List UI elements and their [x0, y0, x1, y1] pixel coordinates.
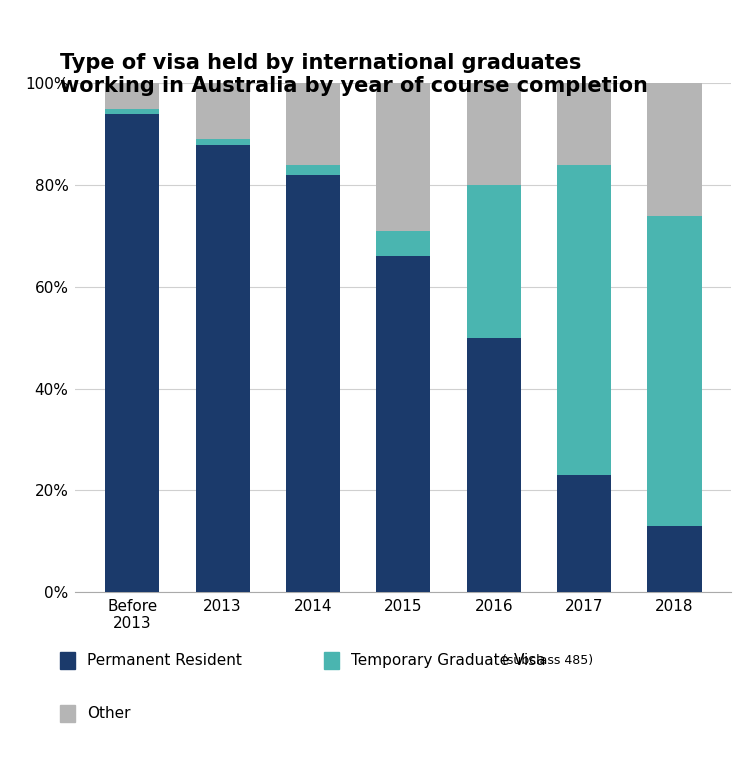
Bar: [286, 175, 340, 592]
Text: Other: Other: [87, 706, 130, 721]
Bar: [648, 83, 701, 216]
Bar: [106, 83, 159, 109]
Bar: [286, 165, 340, 175]
Text: Type of visa held by international graduates
working in Australia by year of cou: Type of visa held by international gradu…: [60, 53, 648, 96]
Bar: [376, 83, 431, 231]
Text: Temporary Graduate Visa: Temporary Graduate Visa: [351, 653, 545, 668]
Bar: [557, 165, 611, 475]
Bar: [648, 526, 701, 592]
Bar: [557, 83, 611, 165]
Bar: [557, 475, 611, 592]
Text: (subclass 485): (subclass 485): [498, 653, 593, 667]
Bar: [195, 144, 250, 592]
Bar: [195, 140, 250, 144]
Bar: [648, 216, 701, 526]
Bar: [467, 83, 521, 185]
Bar: [106, 109, 159, 114]
Bar: [376, 231, 431, 257]
Bar: [376, 257, 431, 592]
Bar: [286, 83, 340, 165]
Bar: [106, 114, 159, 592]
Text: Permanent Resident: Permanent Resident: [87, 653, 241, 668]
Bar: [195, 83, 250, 140]
Bar: [467, 185, 521, 338]
Bar: [467, 338, 521, 592]
